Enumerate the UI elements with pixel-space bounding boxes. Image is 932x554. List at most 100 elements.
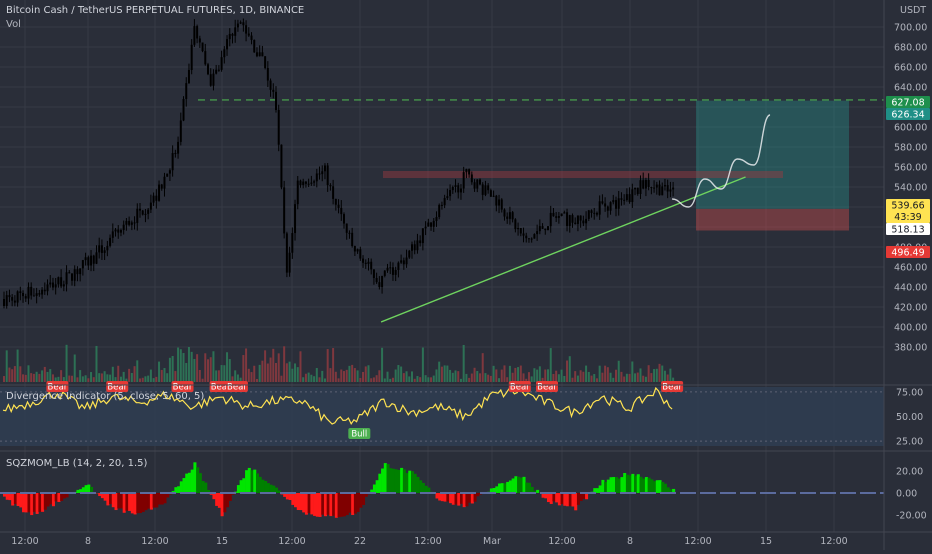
candle-body [90, 256, 92, 266]
volume-bar [166, 373, 168, 382]
momentum-bar [520, 478, 523, 493]
volume-bar [204, 353, 206, 382]
volume-bar [185, 363, 187, 382]
momentum-bar [57, 493, 60, 502]
volume-bar [79, 370, 81, 382]
candle-body [329, 185, 331, 186]
momentum-bar [664, 484, 667, 493]
candle-body [123, 225, 125, 230]
momentum-bar [425, 486, 428, 493]
momentum-bar [457, 493, 460, 506]
candle-body [645, 180, 647, 189]
candle-body [438, 205, 440, 217]
candle-body [403, 260, 405, 264]
volume-bar [618, 361, 620, 382]
momentum-bar [359, 493, 362, 508]
time-tick-label: 12:00 [820, 536, 847, 547]
momentum-bar [569, 493, 572, 506]
volume-bar [215, 370, 217, 382]
momentum-bar [134, 493, 137, 514]
momentum-bar [471, 493, 474, 503]
time-tick-label: 12:00 [141, 536, 168, 547]
volume-bar [593, 374, 595, 382]
volume-bar [566, 361, 568, 382]
momentum-bar [332, 493, 335, 516]
momentum-tick-label: 20.00 [896, 467, 923, 478]
volume-bar [561, 370, 563, 382]
momentum-legend[interactable]: SQZMOM_LB (14, 2, 20, 1.5) [6, 458, 147, 469]
volume-bar [8, 368, 10, 382]
time-tick-label: 8 [627, 536, 633, 547]
candle-body [207, 64, 209, 74]
price-tick-label: 680.00 [894, 43, 927, 54]
volume-bar [498, 378, 500, 382]
candle-body [289, 253, 291, 273]
time-tick-label: 22 [354, 536, 366, 547]
momentum-bar [414, 474, 417, 493]
price-axis[interactable]: USDT380.00400.00420.00440.00460.00480.00… [894, 5, 927, 522]
volume-bar [256, 379, 258, 382]
stop-loss-zone[interactable] [696, 209, 849, 231]
candle-body [566, 212, 568, 226]
volume-bar [427, 377, 429, 382]
candle-body [174, 153, 176, 154]
volume-bar [435, 369, 437, 382]
candle-body [593, 213, 595, 214]
candle-body [367, 262, 369, 264]
momentum-bar [256, 473, 259, 493]
oscillator-tick-label: 50.00 [896, 412, 923, 423]
candle-body [335, 199, 337, 205]
candle-body [457, 185, 459, 192]
candle-body [359, 249, 361, 258]
volume-bar [3, 376, 5, 382]
momentum-bar [253, 470, 256, 493]
volume-bar [460, 379, 462, 382]
candle-body [36, 293, 38, 296]
momentum-bar [19, 493, 22, 507]
volume-bar [316, 368, 318, 382]
volume-bar [74, 354, 76, 382]
volume-bar [373, 377, 375, 382]
momentum-bar [272, 486, 275, 493]
volume-bar [346, 370, 348, 382]
candle-body [327, 165, 329, 185]
candle-body [229, 34, 231, 39]
volume-bar [523, 373, 525, 382]
volume-bar [193, 359, 195, 382]
volume-bar [571, 378, 573, 382]
resistance-zone[interactable] [383, 171, 783, 178]
candle-body [210, 74, 212, 86]
candle-body [501, 199, 503, 209]
volume-bar [6, 350, 8, 382]
momentum-bar [474, 493, 477, 502]
momentum-bar [645, 477, 648, 493]
volume-bar [607, 367, 609, 382]
take-profit-zone[interactable] [696, 101, 849, 209]
volume-bar [612, 378, 614, 382]
candle-body [234, 27, 236, 36]
volume-bar [574, 371, 576, 382]
candle-body [528, 238, 530, 239]
momentum-bar [226, 493, 229, 507]
momentum-bar [120, 493, 123, 508]
volume-bar [487, 375, 489, 382]
momentum-bar [33, 493, 36, 512]
momentum-bar [289, 493, 292, 500]
volume-bar [183, 353, 185, 382]
volume-bar [520, 366, 522, 382]
momentum-bar [261, 480, 264, 493]
candle-body [514, 219, 516, 229]
candle-body [449, 190, 451, 196]
bar-countdown-text: 43:39 [894, 212, 921, 223]
divergence-legend[interactable]: Divergence Indicator (5, close, 5, 60, 5… [6, 391, 204, 402]
label-text: Bull [351, 430, 367, 440]
candle-body [185, 83, 187, 99]
volume-bar [210, 357, 212, 382]
candle-body [305, 182, 307, 184]
momentum-bar [506, 482, 509, 493]
candle-body [463, 172, 465, 188]
volume-bar [44, 367, 46, 382]
candle-body [340, 208, 342, 214]
